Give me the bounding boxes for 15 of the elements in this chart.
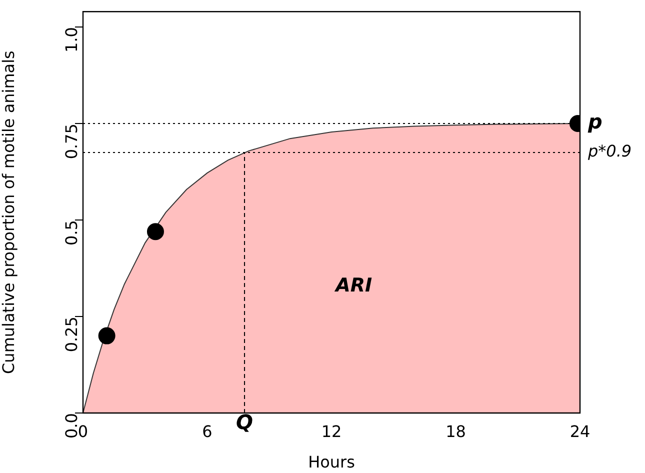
x-axis-title: Hours [308,452,355,472]
y-axis-title: Cumulative proportion of motile animals [0,50,18,374]
y-tick-label: 1.0 [62,27,82,52]
x-tick-label: 6 [202,422,212,441]
ref-line-label: p*0.9 [587,142,632,161]
x-tick-label: 12 [321,422,342,441]
x-tick-label: 18 [446,422,466,441]
annotation: ARI [334,274,372,296]
y-tick-label: 0.75 [62,124,82,160]
x-tick-label: 24 [570,422,590,441]
y-tick-label: 0.25 [62,316,82,352]
ref-line-label: p [587,110,602,134]
ref-line-label: Q [236,410,254,434]
x-tick-label: 0 [78,422,88,441]
y-tick-label: 0.5 [62,220,82,246]
